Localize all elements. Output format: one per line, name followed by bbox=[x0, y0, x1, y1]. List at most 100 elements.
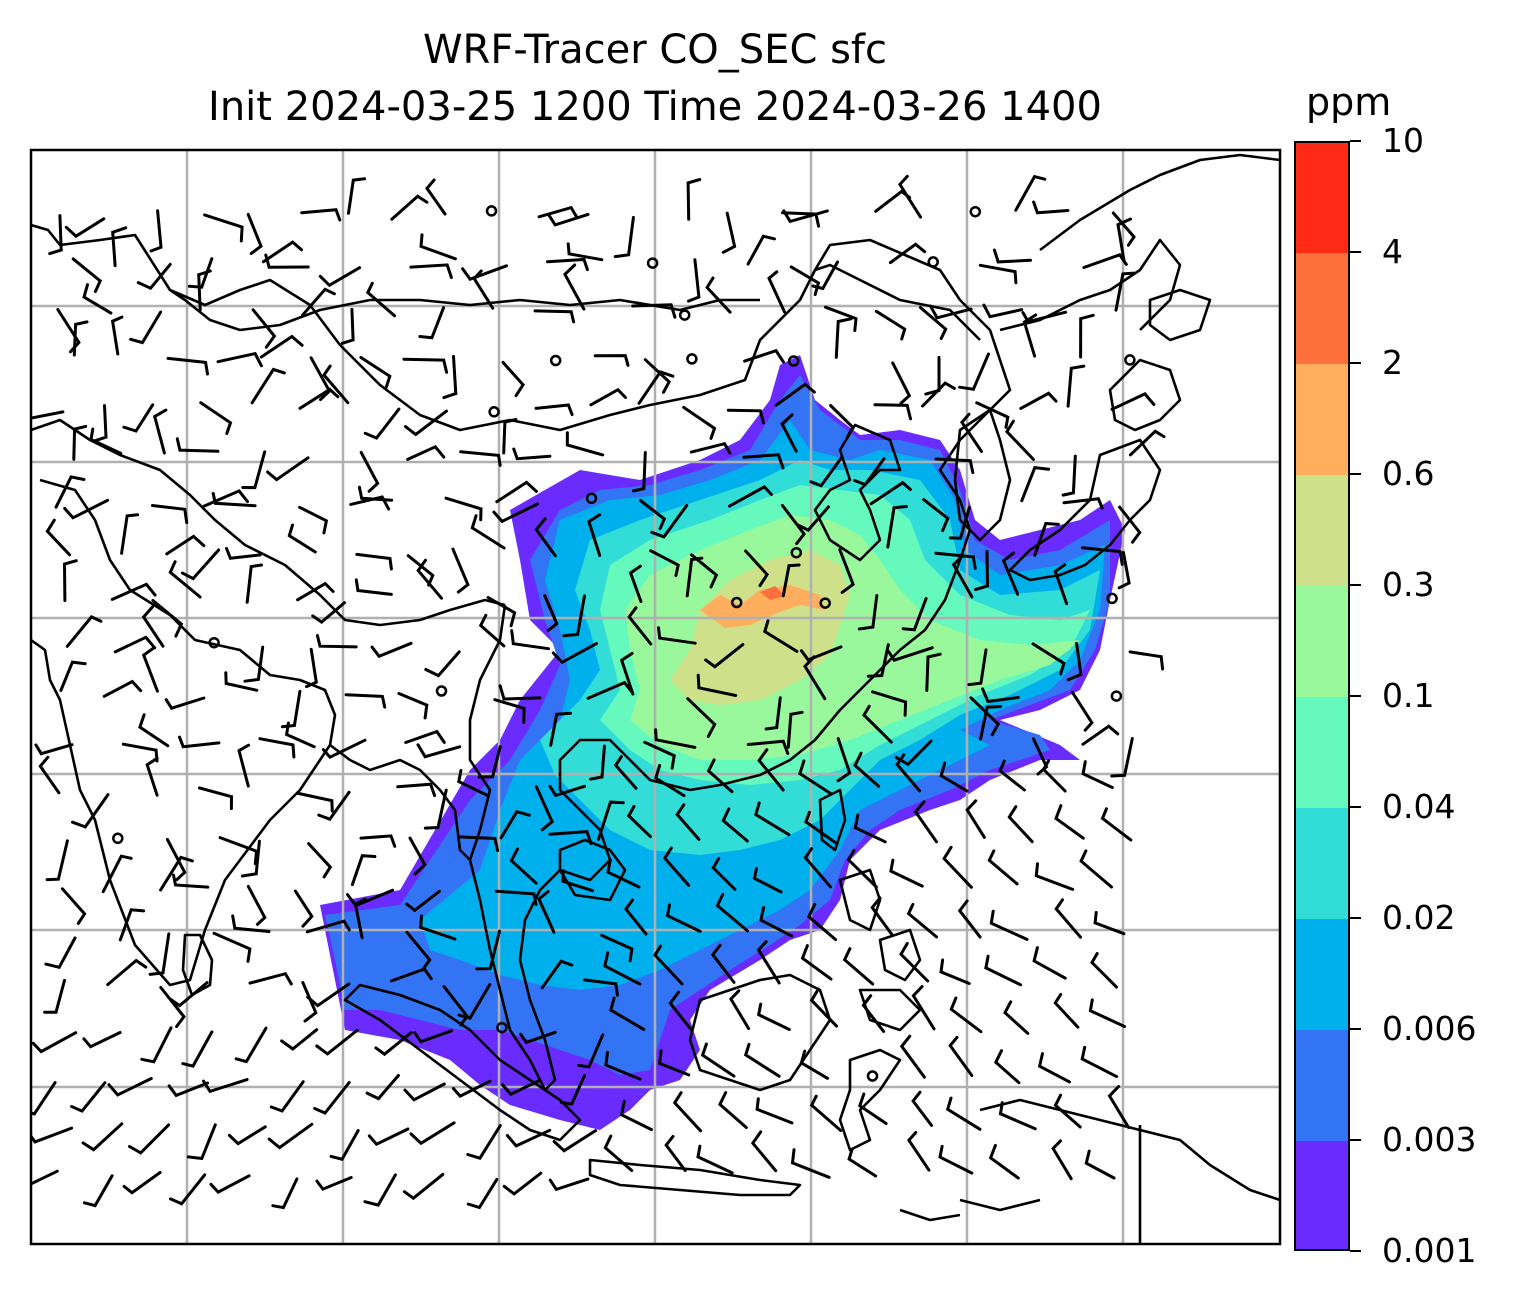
wind-barb bbox=[118, 908, 146, 942]
wind-barb bbox=[122, 1171, 162, 1195]
wind-barb bbox=[363, 1173, 397, 1207]
wind-barb bbox=[209, 1174, 251, 1194]
wind-barb bbox=[1079, 313, 1095, 359]
wind-barb bbox=[619, 651, 635, 696]
wind-barb bbox=[705, 276, 732, 314]
wind-barb bbox=[939, 761, 969, 793]
wind-barb bbox=[597, 800, 625, 841]
wind-barb bbox=[662, 846, 691, 887]
wind-barb bbox=[315, 1176, 353, 1191]
wind-barb bbox=[180, 548, 221, 581]
wind-barb bbox=[1084, 1149, 1116, 1180]
wind-barb bbox=[907, 1131, 931, 1172]
wind-barb bbox=[404, 409, 448, 437]
colorbar-segment bbox=[1296, 143, 1348, 253]
wind-barb bbox=[44, 936, 77, 970]
wind-barb bbox=[111, 226, 128, 268]
wind-barb bbox=[643, 358, 671, 394]
wind-calm-circle bbox=[790, 546, 803, 559]
wind-barb bbox=[689, 441, 732, 455]
wind-barb bbox=[172, 873, 210, 889]
wind-barb bbox=[140, 1026, 173, 1064]
wind-barb bbox=[322, 364, 350, 405]
wind-barb bbox=[175, 437, 220, 453]
wind-barb bbox=[298, 387, 340, 410]
wind-barb bbox=[888, 242, 927, 265]
wind-barb bbox=[296, 581, 335, 602]
wind-barb bbox=[561, 869, 595, 893]
wind-barb bbox=[128, 1123, 171, 1155]
wind-barb bbox=[502, 1171, 543, 1196]
wind-barb bbox=[967, 648, 988, 687]
wind-barb bbox=[988, 1143, 1020, 1180]
colorbar-unit: ppm bbox=[1306, 80, 1392, 124]
wind-barb bbox=[1005, 419, 1035, 461]
wind-barb bbox=[534, 403, 574, 417]
wind-barb bbox=[359, 834, 397, 848]
wind-barb bbox=[780, 503, 806, 546]
map-gridlines bbox=[31, 150, 1280, 1244]
wind-barb bbox=[218, 836, 259, 866]
wind-barb bbox=[1066, 642, 1083, 682]
wind-barb bbox=[199, 401, 233, 435]
wind-barb bbox=[500, 1079, 541, 1097]
wind-barb bbox=[998, 759, 1026, 792]
wind-barb bbox=[59, 660, 87, 692]
wind-barb bbox=[664, 1134, 687, 1173]
wind-calm-circle bbox=[208, 636, 220, 649]
wind-barb bbox=[359, 451, 380, 493]
wind-barb bbox=[246, 884, 267, 926]
wind-barb bbox=[505, 1128, 552, 1148]
wind-barb bbox=[231, 914, 271, 933]
wind-barb bbox=[1022, 313, 1038, 358]
wind-barb bbox=[546, 257, 589, 272]
wind-barb bbox=[746, 739, 790, 755]
wind-barb bbox=[668, 990, 693, 1032]
wind-barb bbox=[757, 1002, 791, 1031]
wind-barb bbox=[477, 745, 502, 779]
wind-barb bbox=[586, 680, 634, 700]
wind-barb bbox=[565, 431, 605, 457]
wind-barb bbox=[653, 944, 684, 986]
wind-barb bbox=[136, 262, 172, 291]
wind-barb bbox=[110, 582, 157, 601]
colorbar-tick-label: 2 bbox=[1382, 343, 1403, 382]
wind-barb bbox=[782, 209, 829, 224]
wind-barb bbox=[451, 547, 470, 594]
wind-calm-circle bbox=[819, 597, 831, 609]
wind-barb bbox=[811, 260, 839, 291]
wind-barb bbox=[650, 504, 689, 539]
wind-barb bbox=[1053, 563, 1069, 606]
wind-barb bbox=[461, 264, 508, 282]
wind-barb bbox=[94, 404, 108, 442]
wind-barb bbox=[472, 269, 495, 310]
wind-barb bbox=[349, 495, 391, 511]
wind-barb bbox=[957, 899, 982, 939]
wind-barb bbox=[43, 978, 66, 1014]
wind-barb bbox=[710, 943, 736, 984]
wind-barb bbox=[759, 906, 794, 938]
colorbar-tick bbox=[1350, 917, 1361, 919]
wind-barb bbox=[600, 933, 634, 963]
wind-barb bbox=[853, 457, 886, 487]
wind-barb bbox=[408, 836, 427, 876]
map-subtitle: Init 2024-03-25 1200 Time 2024-03-26 140… bbox=[208, 84, 1102, 130]
wind-barb bbox=[197, 786, 234, 811]
colorbar-tick-label: 0.003 bbox=[1382, 1120, 1477, 1159]
wind-barb bbox=[240, 839, 261, 878]
wind-barb bbox=[466, 1124, 502, 1160]
colorbar-tick bbox=[1350, 1250, 1361, 1252]
wind-barb bbox=[809, 1094, 843, 1132]
wind-barb bbox=[922, 498, 950, 533]
wind-barb bbox=[442, 354, 458, 400]
wind-barb bbox=[459, 450, 502, 467]
wind-barb bbox=[951, 554, 974, 599]
wind-barb bbox=[486, 596, 517, 628]
wind-barb bbox=[245, 563, 264, 604]
wind-barb bbox=[72, 424, 88, 461]
wind-barb bbox=[71, 257, 103, 293]
wind-barb bbox=[861, 994, 886, 1033]
wind-barb bbox=[540, 959, 574, 990]
wind-barb bbox=[419, 233, 457, 261]
wind-barb bbox=[901, 597, 928, 632]
